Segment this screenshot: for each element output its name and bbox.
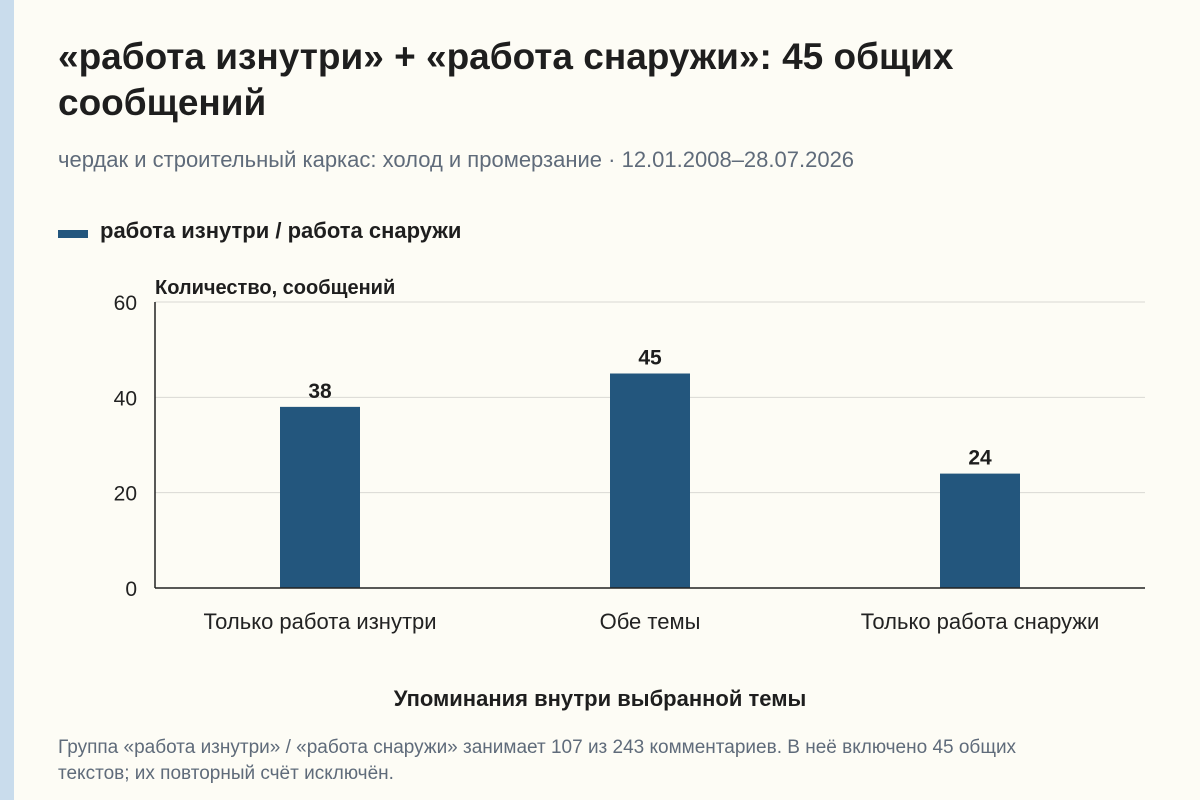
y-tick-label: 20	[114, 483, 137, 506]
y-tick-label: 0	[125, 578, 137, 601]
y-tick-label: 40	[114, 387, 137, 410]
legend-label: работа изнутри / работа снаружи	[100, 218, 462, 243]
x-tick-label: Обе темы	[600, 609, 701, 634]
legend: работа изнутри / работа снаружи	[58, 218, 461, 244]
legend-swatch	[58, 230, 88, 238]
bar	[280, 406, 360, 588]
data-label: 45	[638, 347, 662, 370]
bar	[940, 473, 1020, 588]
y-tick-label: 60	[114, 292, 137, 315]
data-label: 24	[968, 447, 992, 470]
x-axis-title: Упоминания внутри выбранной темы	[393, 686, 807, 711]
chart-title: «работа изнутри» + «работа снаружи»: 45 …	[58, 36, 954, 123]
x-tick-label: Только работа изнутри	[203, 609, 436, 634]
bar	[610, 373, 690, 588]
x-tick-label: Только работа снаружи	[861, 609, 1100, 634]
data-label: 38	[308, 380, 332, 403]
chart-subtitle: чердак и строительный каркас: холод и пр…	[58, 147, 855, 172]
footnote: Группа «работа изнутри» / «работа снаруж…	[58, 737, 1017, 784]
left-accent-bar	[0, 0, 14, 800]
y-axis-title: Количество, сообщений	[155, 277, 395, 299]
